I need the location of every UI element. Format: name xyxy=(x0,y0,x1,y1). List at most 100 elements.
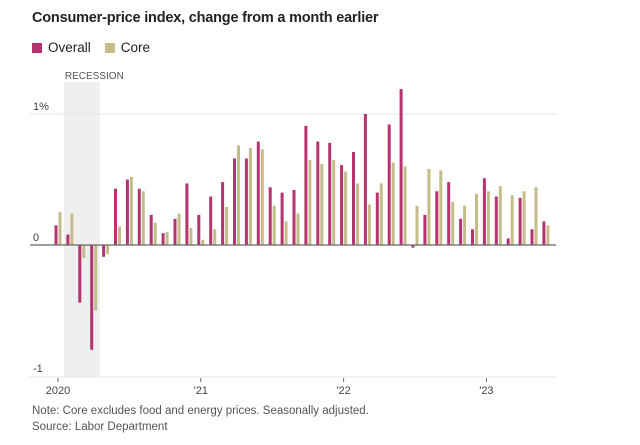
bar-core xyxy=(463,205,467,245)
bar-overall xyxy=(316,141,320,245)
bar-overall xyxy=(78,245,82,303)
bar-core xyxy=(522,191,526,245)
bar-overall xyxy=(506,238,510,245)
bar-core xyxy=(82,245,86,259)
bar-overall xyxy=(375,192,379,245)
bar-overall xyxy=(530,229,534,245)
bar-overall xyxy=(411,245,415,248)
bar-core xyxy=(320,163,324,245)
y-tick-label: 1% xyxy=(33,101,49,113)
bar-overall xyxy=(387,124,391,245)
bar-overall xyxy=(233,158,236,245)
bar-core xyxy=(367,204,371,245)
legend-label-core: Core xyxy=(120,40,151,55)
bar-overall xyxy=(137,188,141,245)
bar-overall xyxy=(221,182,225,245)
bar-overall xyxy=(66,234,70,245)
bar-overall xyxy=(363,114,367,245)
bar-overall xyxy=(447,182,451,245)
bar-core xyxy=(141,191,145,245)
bar-overall xyxy=(542,221,546,245)
bar-overall xyxy=(161,233,165,245)
legend-swatch-core xyxy=(104,42,115,53)
bar-overall xyxy=(423,214,427,245)
chart-title: Consumer-price index, change from a mont… xyxy=(32,10,379,26)
bar-core xyxy=(498,186,502,245)
bar-core xyxy=(439,170,443,245)
bar-overall xyxy=(197,214,201,245)
recession-label: RECESSION xyxy=(65,71,124,82)
bar-core xyxy=(70,213,74,245)
bar-core xyxy=(272,205,276,245)
legend-item-core: Core xyxy=(104,40,151,55)
bar-core xyxy=(379,183,383,245)
bar-overall xyxy=(125,179,129,245)
bar-core xyxy=(248,148,252,245)
bar-core xyxy=(129,176,133,245)
bar-overall xyxy=(399,89,403,245)
bar-core xyxy=(225,207,229,245)
bar-overall xyxy=(494,196,498,245)
bar-core xyxy=(510,195,514,245)
legend-item-overall: Overall xyxy=(32,40,91,55)
bar-overall xyxy=(114,188,117,245)
bar-overall xyxy=(256,141,260,245)
bar-core xyxy=(106,245,110,255)
legend: Overall Core xyxy=(32,40,158,55)
bar-core xyxy=(94,245,98,311)
y-tick-label: 0 xyxy=(33,232,39,244)
bar-core xyxy=(427,169,431,245)
bar-overall xyxy=(292,189,296,245)
y-tick-label: -1 xyxy=(33,363,43,375)
bar-core xyxy=(546,225,550,245)
bar-overall xyxy=(482,178,486,245)
x-tick-label: 2020 xyxy=(46,385,70,397)
bar-core xyxy=(237,145,240,245)
bar-core xyxy=(332,159,336,245)
bar-core xyxy=(451,201,455,245)
bar-core xyxy=(296,213,300,245)
bar-core xyxy=(213,229,217,245)
bar-core xyxy=(284,221,288,245)
legend-label-overall: Overall xyxy=(48,40,91,55)
bar-overall xyxy=(268,187,272,245)
bar-overall xyxy=(185,183,189,245)
x-tick-label: '21 xyxy=(194,385,208,397)
bar-core xyxy=(475,193,478,245)
bar-core xyxy=(153,222,157,245)
bar-core xyxy=(415,205,419,245)
bar-overall xyxy=(102,245,106,257)
bar-core xyxy=(356,183,359,245)
bar-overall xyxy=(149,214,153,245)
bar-overall xyxy=(518,197,522,245)
bar-overall xyxy=(54,225,58,245)
bar-overall xyxy=(352,151,355,245)
bar-overall xyxy=(328,142,332,245)
legend-swatch-overall xyxy=(32,42,42,53)
bar-core xyxy=(118,226,121,245)
bar-overall xyxy=(340,165,344,245)
bar-core xyxy=(344,171,348,245)
bar-overall xyxy=(173,218,177,245)
bar-overall xyxy=(435,191,439,245)
chart-note: Note: Core excludes food and energy pric… xyxy=(32,405,369,417)
bar-core xyxy=(308,159,312,245)
bar-core xyxy=(534,187,538,245)
chart-source: Source: Labor Department xyxy=(32,421,168,433)
recession-shade xyxy=(63,82,100,377)
bar-overall xyxy=(244,158,248,245)
bar-overall xyxy=(471,229,474,245)
bar-overall xyxy=(90,245,94,350)
bar-core xyxy=(201,239,205,245)
bar-core xyxy=(189,227,193,245)
bar-core xyxy=(165,231,169,245)
bar-overall xyxy=(280,192,284,245)
x-tick-label: '22 xyxy=(336,385,350,397)
bar-core xyxy=(260,149,264,245)
x-tick-label: '23 xyxy=(479,385,493,397)
bar-overall xyxy=(459,218,463,245)
bar-core xyxy=(486,191,490,245)
bar-core xyxy=(177,213,181,245)
bar-core xyxy=(58,212,62,245)
